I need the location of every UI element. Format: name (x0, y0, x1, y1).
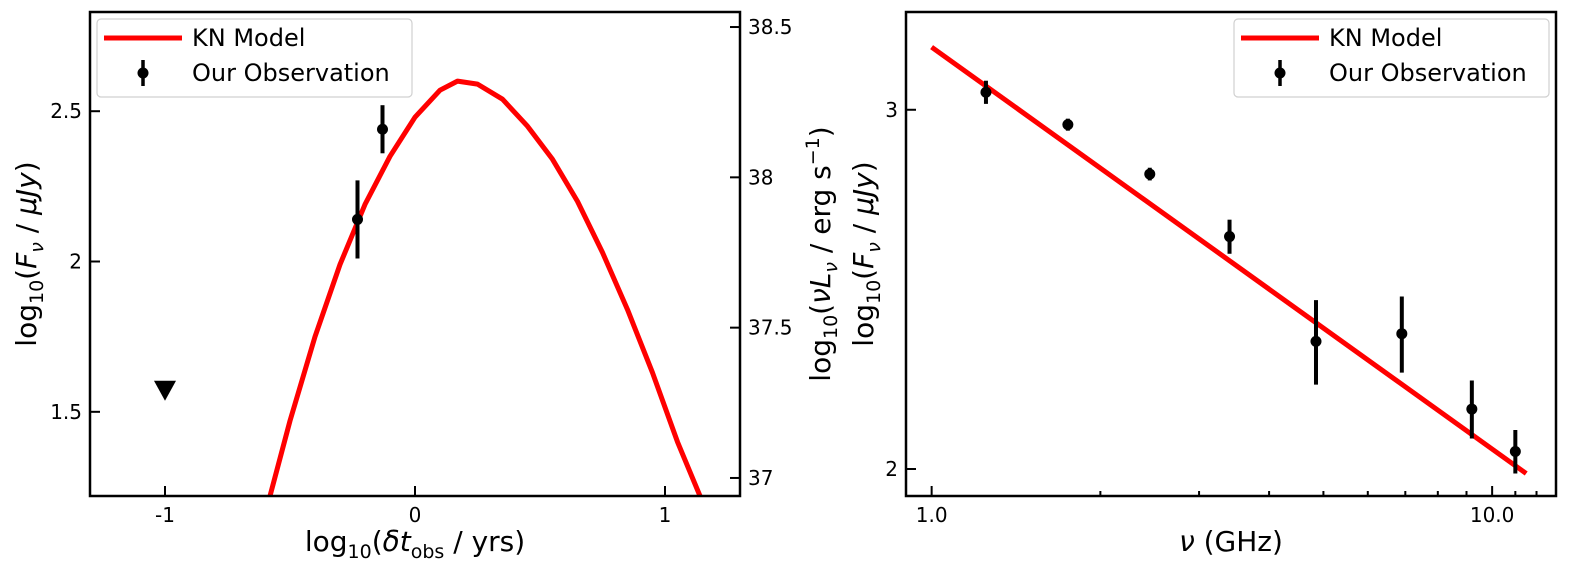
right-observation-point (1224, 231, 1236, 243)
left-legend-model-label: KN Model (192, 24, 305, 52)
right-legend: KN Model Our Observation (1233, 18, 1550, 98)
right-observation-point (1396, 328, 1408, 340)
right-legend-obs-label: Our Observation (1329, 59, 1527, 87)
right-observation-point (1310, 335, 1322, 347)
left-observation-point (352, 213, 363, 225)
left-y-tick-label: 1.5 (50, 400, 82, 424)
left-y2-tick-label: 38.5 (748, 15, 793, 39)
left-plot-content (154, 78, 703, 496)
right-model-line (930, 45, 1528, 476)
left-legend-obs-label: Our Observation (192, 59, 390, 87)
right-x-tick-label: 1.0 (916, 503, 948, 527)
left-observation-point (377, 123, 388, 135)
right-y-tick-label: 2 (885, 457, 898, 481)
right-y-tick-label: 3 (885, 98, 898, 122)
right-observation-point (1062, 119, 1074, 131)
right-legend-model-label: KN Model (1329, 24, 1442, 52)
right-legend-obs-marker (1274, 67, 1286, 79)
left-legend-obs-marker (137, 67, 149, 79)
left-upper-limit-marker (154, 380, 176, 401)
left-y-tick-label: 2.5 (50, 99, 82, 123)
left-model-curve (267, 78, 703, 496)
left-panel: -1 0 1 1.5 2 2.5 37 37.5 38 38.5 log10(δtobs / yr… (10, 10, 842, 563)
right-panel: 1.0 10.0 2 3 ν (GHz) log10(Fν / μJy) KN Mod… (847, 10, 1558, 558)
right-y-axis-label: log10(Fν / μJy) (847, 161, 885, 346)
left-y-tick-label: 2 (69, 250, 82, 274)
left-legend: KN Model Our Observation (96, 18, 413, 98)
right-ticks: 1.0 10.0 2 3 (885, 98, 1538, 527)
left-ticks: -1 0 1 1.5 2 2.5 37 37.5 38 38.5 (50, 15, 792, 527)
right-observation-point (1466, 403, 1478, 415)
left-secondary-y-axis-label: log10(νLν / erg s−1) (802, 126, 842, 381)
right-observation-point (1509, 445, 1521, 457)
right-x-tick-label: 10.0 (1470, 503, 1515, 527)
right-observation-point (1144, 168, 1156, 180)
left-x-tick-label: 1 (659, 503, 672, 527)
right-plot-frame (904, 10, 1558, 498)
right-x-axis-label: ν (GHz) (1179, 525, 1283, 558)
right-plot-content (930, 45, 1528, 476)
left-y2-tick-label: 37 (748, 466, 773, 490)
right-observation-point (980, 86, 992, 98)
left-x-tick-label: -1 (155, 503, 175, 527)
left-x-tick-label: 0 (409, 503, 422, 527)
left-y-axis-label: log10(Fν / μJy) (10, 161, 48, 346)
left-y2-tick-label: 38 (748, 165, 773, 189)
left-x-axis-label: log10(δtobs / yrs) (305, 525, 525, 563)
left-y2-tick-label: 37.5 (748, 316, 793, 340)
